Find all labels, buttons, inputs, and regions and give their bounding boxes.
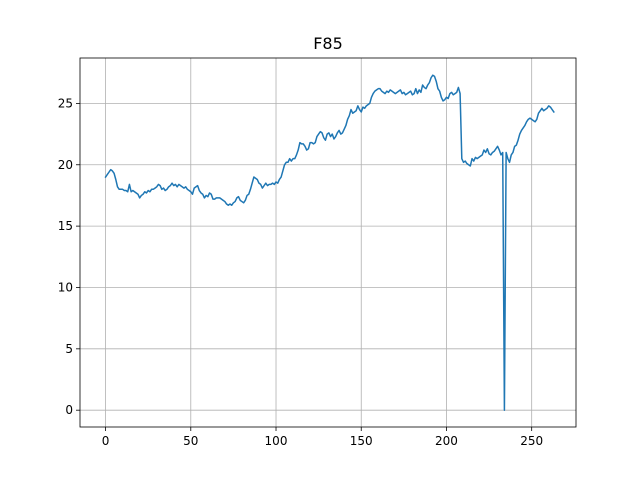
chart-title: F85: [313, 34, 343, 53]
series-line: [104, 74, 555, 411]
x-tick-label: 200: [435, 434, 458, 448]
y-tick-label: 0: [65, 403, 73, 417]
x-tick-label: 100: [265, 434, 288, 448]
y-tick-label: 15: [58, 219, 73, 233]
axes-frame: [79, 57, 577, 428]
grid-lines: [80, 58, 576, 427]
axis-ticks: 0 50 100 150 200 250 0 5 10 15 20 25: [58, 96, 543, 448]
y-tick-label: 5: [65, 342, 73, 356]
x-tick-label: 50: [183, 434, 198, 448]
x-tick-label: 250: [520, 434, 543, 448]
x-tick-label: 150: [350, 434, 373, 448]
series-group: [104, 74, 555, 411]
y-tick-label: 10: [58, 280, 73, 294]
y-tick-label: 25: [58, 96, 73, 110]
y-tick-label: 20: [58, 158, 73, 172]
x-tick-label: 0: [102, 434, 110, 448]
